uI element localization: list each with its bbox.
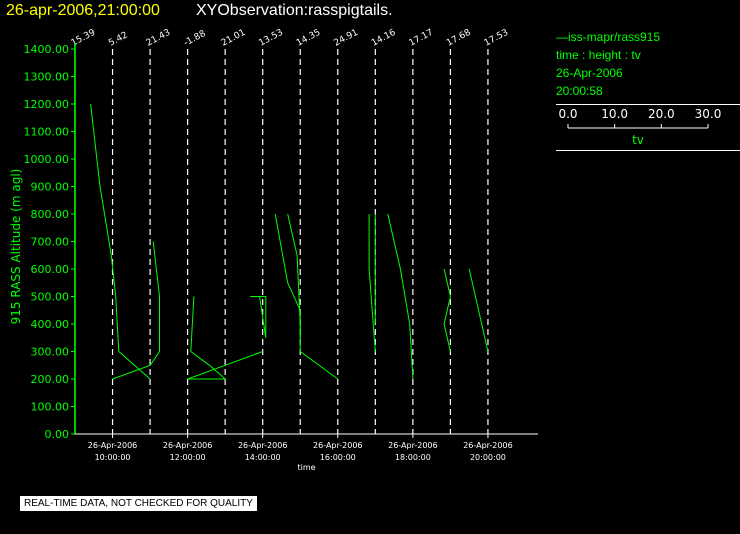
x-tick-date: 26-Apr-2006 — [463, 441, 512, 450]
rass-trace — [287, 213, 339, 380]
legend-scale-tick-label: 0.0 — [558, 107, 577, 121]
legend-scale-tick-label: 20.0 — [648, 107, 675, 121]
y-tick-label: 0.00 — [45, 428, 70, 441]
x-tick-time: 10:00:00 — [95, 453, 131, 462]
legend-scale-tick-label: 10.0 — [601, 107, 628, 121]
y-tick-label: 300.00 — [31, 346, 70, 359]
x-tick-time: 16:00:00 — [320, 453, 356, 462]
x-axis-label: time — [297, 463, 315, 472]
profile-value-label: 17.17 — [408, 28, 435, 49]
x-tick-time: 18:00:00 — [395, 453, 431, 462]
y-tick-label: 1300.00 — [24, 71, 70, 84]
profile-value-label: 14.16 — [370, 28, 398, 49]
rass-trace — [443, 268, 451, 352]
profile-value-label: 5.42 — [107, 30, 129, 48]
profile-value-label: 17.53 — [483, 28, 510, 49]
x-tick-time: 14:00:00 — [245, 453, 281, 462]
quality-notice: REAL-TIME DATA, NOT CHECKED FOR QUALITY — [20, 496, 257, 511]
y-tick-label: 1200.00 — [24, 98, 70, 111]
profile-lines: 15.39 5.42 21.43 -1.88 21.01 13.53 14.35 24.91 1… — [70, 28, 510, 434]
rass-trace — [90, 103, 151, 380]
rass-trace — [187, 296, 263, 380]
y-tick-label: 400.00 — [31, 318, 70, 331]
profile-value-label: 14.35 — [295, 28, 322, 49]
profile-value-label: 13.53 — [257, 28, 284, 49]
x-tick-date: 26-Apr-2006 — [88, 441, 137, 450]
legend-scale-label: tv — [632, 133, 644, 147]
x-tick-date: 26-Apr-2006 — [163, 441, 212, 450]
y-tick-label: 500.00 — [31, 291, 70, 304]
profile-value-label: 17.68 — [445, 28, 473, 49]
rass-trace — [274, 213, 301, 338]
axes: 0.00 100.00 200.00 300.00 400.00 500.00 600.00… — [9, 43, 538, 472]
y-tick-label: 700.00 — [31, 236, 70, 249]
legend-panel: —iss-mapr/rass915 time : height : tv 26-… — [556, 28, 740, 154]
header-date-time: 26-apr-2006,21:00:00 — [6, 2, 160, 19]
y-tick-label: 1100.00 — [24, 126, 70, 139]
legend-time: 20:00:58 — [556, 84, 603, 98]
legend-series-label: —iss-mapr/rass915 — [556, 30, 661, 44]
profile-value-label: 21.43 — [145, 28, 172, 49]
profile-value-label: 15.39 — [70, 28, 98, 49]
profile-value-label: -1.88 — [182, 29, 207, 49]
y-tick-label: 1400.00 — [24, 43, 70, 56]
y-tick-label: 1000.00 — [24, 153, 70, 166]
y-tick-label: 900.00 — [31, 181, 70, 194]
profile-value-label: 21.01 — [220, 28, 247, 49]
x-tick-time: 12:00:00 — [170, 453, 206, 462]
legend-variables: time : height : tv — [556, 48, 641, 62]
y-axis-label: 915 RASS Altitude (m agl) — [9, 169, 23, 325]
rass-trace — [468, 268, 489, 352]
rass-traces — [90, 103, 489, 380]
rass-trace — [387, 213, 414, 380]
y-tick-label: 200.00 — [31, 373, 70, 386]
profile-value-label: 24.91 — [332, 28, 359, 49]
rass-trace — [368, 214, 376, 352]
x-tick-date: 26-Apr-2006 — [238, 441, 287, 450]
x-tick-time: 20:00:00 — [470, 453, 506, 462]
y-tick-label: 600.00 — [31, 263, 70, 276]
y-tick-label: 800.00 — [31, 208, 70, 221]
x-tick-date: 26-Apr-2006 — [388, 441, 437, 450]
legend-scale: 0.0 10.0 20.0 30.0 tv — [556, 104, 740, 151]
legend-date: 26-Apr-2006 — [556, 66, 623, 80]
y-tick-label: 100.00 — [31, 401, 70, 414]
rass-trace — [112, 241, 160, 380]
header-observation-name: XYObservation:rasspigtails. — [196, 2, 393, 19]
legend-scale-tick-label: 30.0 — [695, 107, 722, 121]
x-tick-date: 26-Apr-2006 — [313, 441, 362, 450]
rass-trace — [250, 296, 267, 338]
